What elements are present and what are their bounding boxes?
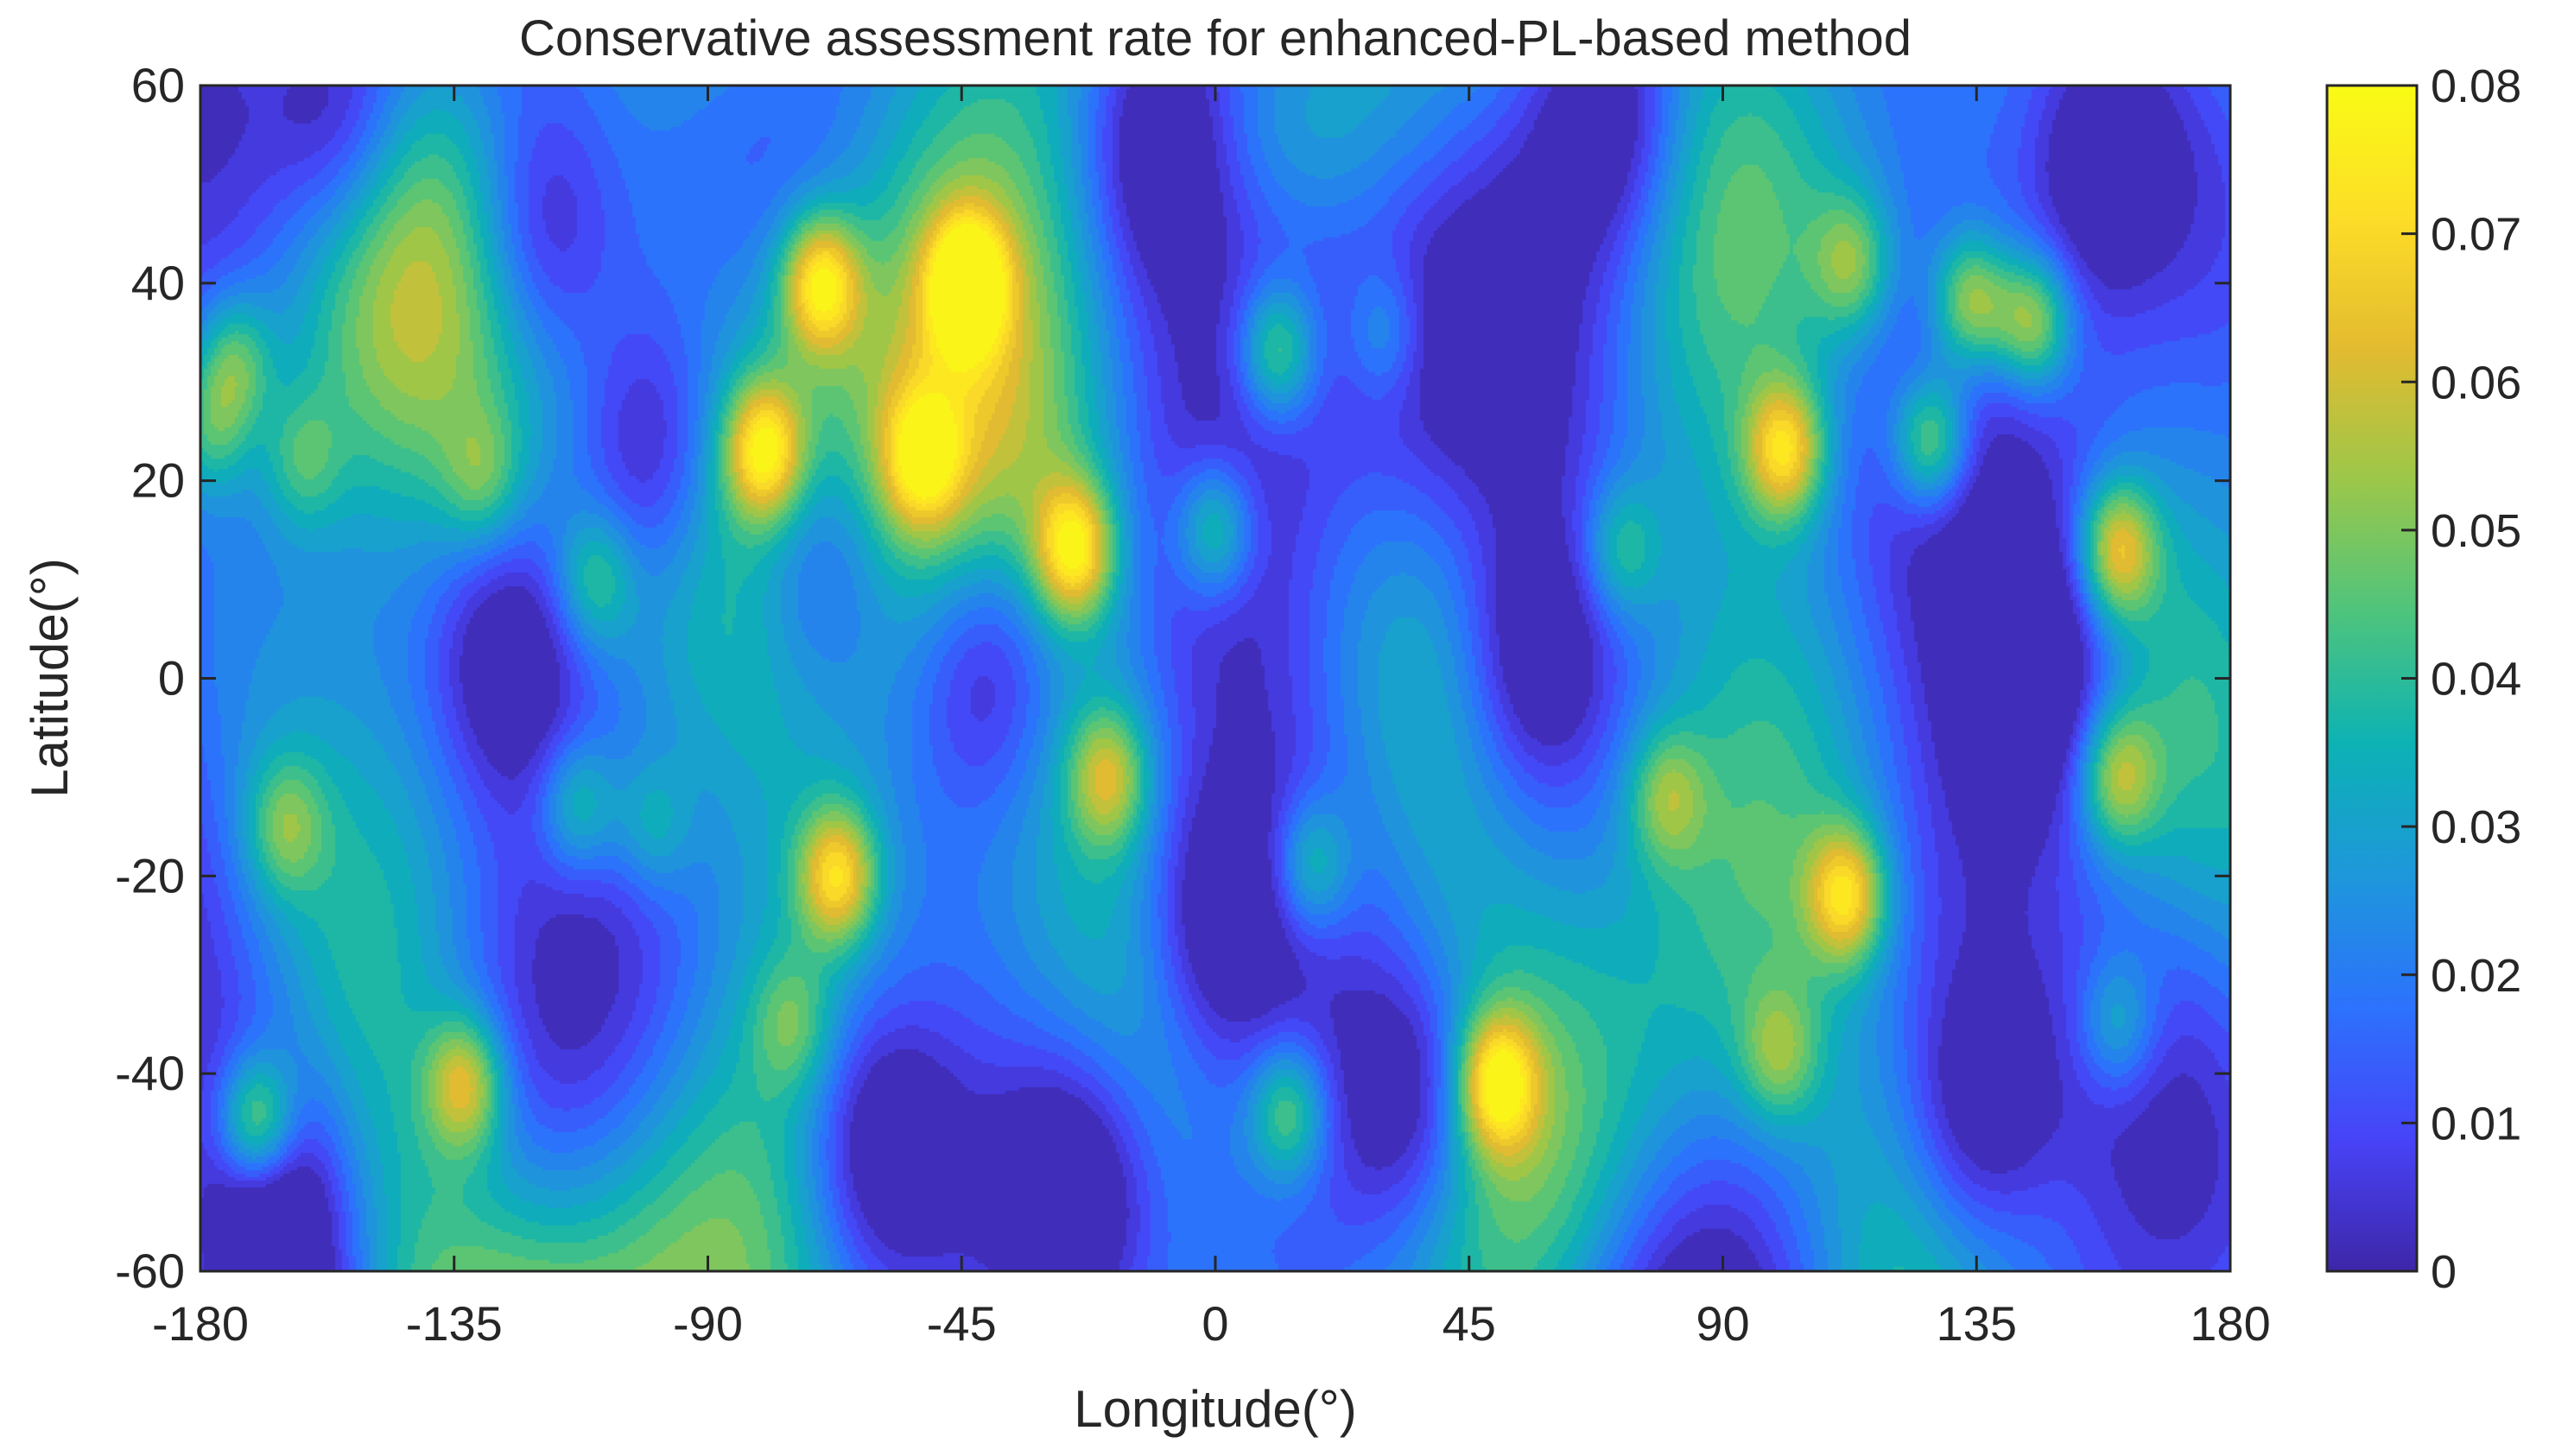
x-tick-label: 0 [1202, 1296, 1228, 1351]
y-tick-label: -60 [115, 1244, 185, 1298]
plot-area [200, 85, 2230, 1271]
x-tick-label: -90 [673, 1296, 743, 1351]
y-tick-label: 40 [131, 256, 185, 310]
colorbar-tick-label: 0.08 [2431, 60, 2521, 112]
y-axis-label: Latitude(°) [21, 558, 79, 797]
colorbar-tick-label: 0.06 [2431, 357, 2521, 408]
x-axis: -180 -135 -90 -45 0 45 90 135 180 [152, 85, 2271, 1351]
colorbar-tick-label: 0.03 [2431, 801, 2521, 853]
colorbar-tick-label: 0.05 [2431, 505, 2521, 557]
y-axis: -60 -40 -20 0 20 40 60 [115, 58, 2230, 1298]
x-tick-label: -135 [406, 1296, 503, 1351]
x-tick-label: -180 [152, 1296, 249, 1351]
x-tick-label: 135 [1937, 1296, 2017, 1351]
colorbar-tick-label: 0.07 [2431, 209, 2521, 261]
colorbar-tick-label: 0.02 [2431, 950, 2521, 1002]
colorbar-ticks: 0 0.01 0.02 0.03 0.04 0.05 0.06 0.07 0.08 [2401, 60, 2521, 1298]
colorbar-tick-label: 0 [2431, 1246, 2457, 1298]
colorbar-tick-label: 0.01 [2431, 1098, 2521, 1149]
contour-field [200, 85, 2230, 1271]
colorbar-tick-label: 0.04 [2431, 654, 2521, 706]
x-axis-label: Longitude(°) [1074, 1380, 1357, 1438]
x-tick-label: 90 [1696, 1296, 1749, 1351]
y-tick-label: -40 [115, 1046, 185, 1100]
y-tick-label: 20 [131, 453, 185, 508]
y-tick-label: 0 [158, 651, 185, 706]
x-tick-label: 45 [1443, 1296, 1496, 1351]
y-tick-label: 60 [131, 58, 185, 112]
colorbar: 0 0.01 0.02 0.03 0.04 0.05 0.06 0.07 0.08 [2325, 60, 2521, 1298]
y-tick-label: -20 [115, 848, 185, 902]
x-tick-label: 180 [2190, 1296, 2270, 1351]
chart-title: Conservative assessment rate for enhance… [519, 10, 1912, 66]
x-tick-label: -45 [927, 1296, 997, 1351]
